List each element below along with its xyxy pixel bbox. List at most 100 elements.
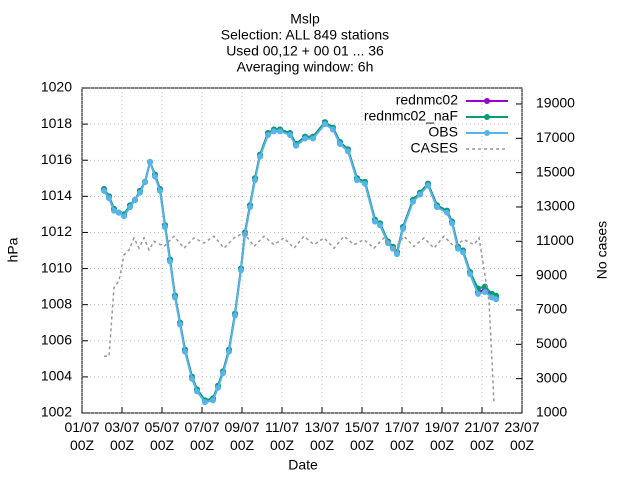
x-tick-label: 01/07 00Z (64, 419, 99, 453)
data-point (322, 121, 328, 128)
chart-subtitle: Used 00,12 + 00 01 ... 36 (226, 43, 384, 59)
data-point (362, 180, 368, 187)
y-tick-label: 1020 (41, 79, 72, 95)
y-axis-label: hPa (5, 237, 21, 262)
data-point (189, 375, 195, 382)
data-point (265, 131, 271, 138)
data-point (172, 294, 178, 301)
legend-label: CASES (411, 140, 458, 156)
data-point (345, 148, 351, 155)
y-tick-label: 1002 (41, 404, 72, 420)
data-point (182, 348, 188, 355)
y2-tick-label: 1000 (536, 404, 567, 420)
data-point (210, 397, 216, 404)
data-point (226, 348, 232, 355)
y-tick-label: 1010 (41, 259, 72, 275)
data-point (354, 177, 360, 184)
x-tick-label: 21/07 00Z (464, 419, 499, 453)
data-point (215, 384, 221, 391)
data-point (142, 178, 148, 185)
data-point (220, 370, 226, 377)
data-point (202, 399, 208, 406)
data-point (111, 207, 117, 214)
y2-tick-label: 15000 (536, 163, 575, 179)
data-point (101, 187, 107, 194)
data-point (167, 258, 173, 265)
series-line (104, 231, 495, 405)
x-axis-label: Date (288, 457, 318, 473)
data-point (444, 209, 450, 216)
y-tick-label: 1012 (41, 223, 72, 239)
data-point (137, 189, 143, 196)
y2-axis-label: No cases (594, 221, 610, 279)
y2-tick-label: 17000 (536, 129, 575, 145)
x-tick-label: 13/07 00Z (304, 419, 339, 453)
data-point (410, 198, 416, 205)
data-point (232, 312, 238, 319)
legend-label: OBS (428, 124, 458, 140)
data-point (121, 213, 127, 220)
data-point (147, 159, 153, 166)
data-point (127, 204, 133, 211)
data-point (238, 267, 244, 274)
x-tick-label: 15/07 00Z (344, 419, 379, 453)
data-point (417, 191, 423, 198)
series-line (103, 122, 497, 404)
data-point (257, 153, 263, 160)
data-point (467, 270, 473, 277)
data-point (194, 388, 200, 395)
y2-tick-label: 11000 (536, 232, 574, 248)
data-point (157, 187, 163, 194)
data-point (106, 195, 112, 202)
x-tick-label: 09/07 00Z (224, 419, 259, 453)
data-point (475, 290, 481, 297)
y2-tick-label: 13000 (536, 198, 575, 214)
data-point (293, 142, 299, 149)
data-point (455, 245, 461, 252)
data-point (425, 182, 431, 189)
data-point (152, 173, 158, 180)
y-tick-label: 1004 (41, 368, 72, 384)
x-tick-label: 07/07 00Z (184, 419, 219, 453)
data-point (287, 131, 293, 138)
y-tick-label: 1016 (41, 151, 72, 167)
y2-tick-label: 5000 (536, 335, 567, 351)
data-point (132, 196, 138, 203)
data-point (337, 140, 343, 147)
x-tick-label: 03/07 00Z (104, 419, 139, 453)
y-tick-label: 1014 (41, 187, 72, 203)
chart-title: Mslp (290, 11, 320, 27)
legend-marker (484, 98, 490, 104)
x-tick-label: 23/07 00Z (504, 419, 539, 453)
y-tick-label: 1006 (41, 331, 72, 347)
data-point (493, 296, 499, 303)
legend-label: rednmc02 (396, 92, 458, 108)
y2-tick-label: 9000 (536, 266, 567, 282)
data-point (400, 225, 406, 232)
data-point (394, 251, 400, 258)
series-line (103, 120, 497, 402)
data-point (247, 204, 253, 211)
data-point (277, 128, 283, 135)
series-line (103, 120, 497, 402)
data-point (377, 222, 383, 229)
x-tick-label: 17/07 00Z (384, 419, 419, 453)
legend-marker (484, 130, 490, 136)
y2-tick-label: 19000 (536, 95, 575, 111)
data-point (372, 218, 378, 225)
x-tick-label: 11/07 00Z (265, 419, 299, 453)
chart-subtitle: Selection: ALL 849 stations (221, 27, 389, 43)
y-tick-label: 1008 (41, 295, 72, 311)
data-point (271, 128, 277, 135)
x-tick-label: 05/07 00Z (144, 419, 179, 453)
y-tick-label: 1018 (41, 115, 72, 131)
data-point (162, 224, 168, 231)
data-point (310, 135, 316, 142)
x-tick-label: 19/07 00Z (424, 419, 459, 453)
legend-marker (484, 114, 490, 120)
data-point (302, 135, 308, 142)
data-point (482, 289, 488, 296)
data-point (449, 220, 455, 227)
